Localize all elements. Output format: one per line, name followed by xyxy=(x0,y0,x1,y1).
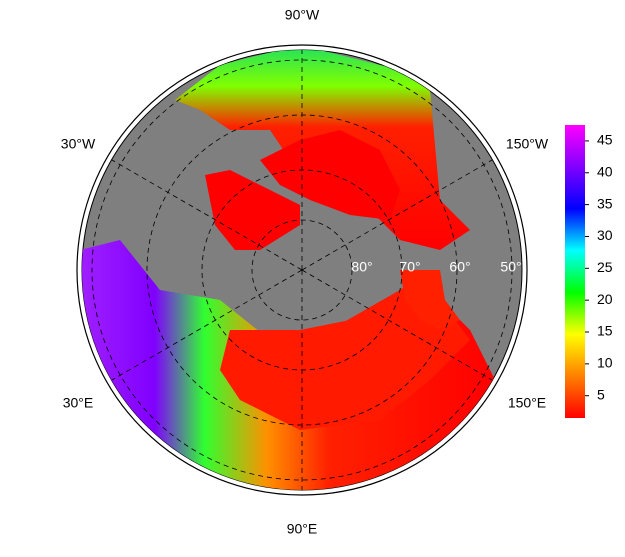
lat-labels: 80° 70° 60° 50° xyxy=(351,259,521,275)
lon-label: 90°W xyxy=(285,7,320,23)
lon-label: 90°E xyxy=(287,521,318,537)
lon-label: 30°E xyxy=(63,395,94,411)
colorbar-tick-label: 5 xyxy=(597,386,605,402)
lat-label: 50° xyxy=(500,259,521,275)
colorbar-tick-label: 10 xyxy=(597,355,613,371)
lat-label: 70° xyxy=(399,259,420,275)
colorbar-tick-label: 30 xyxy=(597,227,613,243)
lon-label: 150°W xyxy=(506,136,549,152)
lon-labels: 90°W 150°W 30°W 30°E 150°E 90°E xyxy=(61,7,549,537)
colorbar-tick-label: 35 xyxy=(597,195,613,211)
colorbar-tick-label: 20 xyxy=(597,291,613,307)
graticule xyxy=(91,50,513,490)
colorbar-tick-label: 45 xyxy=(597,132,613,148)
outer-ring xyxy=(76,44,528,496)
colorbar-tick-label: 25 xyxy=(597,259,613,275)
greenland xyxy=(205,170,300,250)
lon-label: 30°W xyxy=(61,136,96,152)
land-layer xyxy=(82,50,495,490)
eurasia-north xyxy=(220,270,470,430)
lat-label: 60° xyxy=(449,259,470,275)
lon-label: 150°E xyxy=(508,395,546,411)
colorbar xyxy=(565,125,585,418)
alaska-area xyxy=(400,270,460,330)
colorbar-tick-label: 40 xyxy=(597,163,613,179)
colorbar-tick-label: 15 xyxy=(597,323,613,339)
arctic-archipelago xyxy=(260,130,400,220)
lat-label: 80° xyxy=(351,259,372,275)
